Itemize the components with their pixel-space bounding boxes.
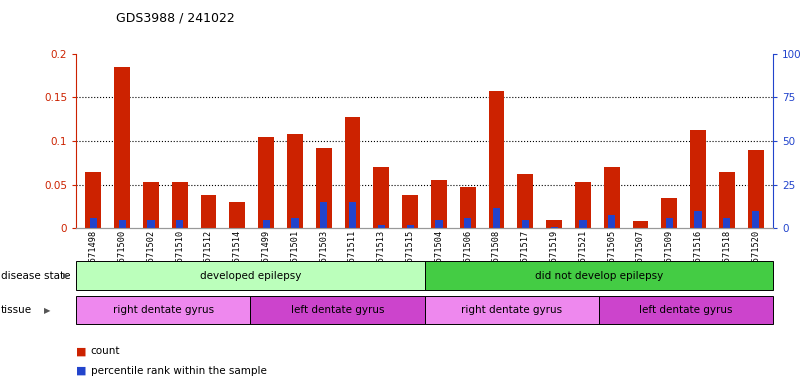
Bar xyxy=(748,150,763,228)
Bar xyxy=(320,202,328,228)
Bar xyxy=(489,91,505,228)
Bar xyxy=(200,195,216,228)
Bar xyxy=(344,117,360,228)
Bar xyxy=(464,218,471,228)
Bar xyxy=(666,218,673,228)
Bar xyxy=(723,218,731,228)
Text: disease state: disease state xyxy=(1,270,70,281)
Bar xyxy=(143,182,159,228)
Bar xyxy=(258,137,274,228)
Text: ▶: ▶ xyxy=(62,271,69,280)
Bar xyxy=(229,202,245,228)
Text: left dentate gyrus: left dentate gyrus xyxy=(291,305,384,315)
Bar xyxy=(292,218,299,228)
Bar xyxy=(407,225,414,228)
Bar xyxy=(287,134,303,228)
Text: did not develop epilepsy: did not develop epilepsy xyxy=(534,270,663,281)
Bar xyxy=(373,167,389,228)
Text: count: count xyxy=(91,346,120,356)
Text: right dentate gyrus: right dentate gyrus xyxy=(113,305,214,315)
Bar xyxy=(662,198,677,228)
Text: left dentate gyrus: left dentate gyrus xyxy=(639,305,733,315)
Text: GDS3988 / 241022: GDS3988 / 241022 xyxy=(116,12,235,25)
Bar xyxy=(579,220,586,228)
Text: ▶: ▶ xyxy=(44,306,50,314)
Bar xyxy=(90,218,97,228)
Bar xyxy=(115,67,130,228)
Bar xyxy=(633,222,649,228)
Text: percentile rank within the sample: percentile rank within the sample xyxy=(91,366,267,376)
Bar xyxy=(147,220,155,228)
Text: tissue: tissue xyxy=(1,305,32,315)
Bar xyxy=(575,182,591,228)
Bar xyxy=(176,220,183,228)
Bar xyxy=(719,172,735,228)
Bar xyxy=(690,130,706,228)
Bar xyxy=(316,148,332,228)
Text: ■: ■ xyxy=(76,366,87,376)
Bar xyxy=(517,174,533,228)
Bar xyxy=(349,202,356,228)
Bar xyxy=(694,211,702,228)
Bar xyxy=(435,220,442,228)
Bar xyxy=(752,211,759,228)
Text: ■: ■ xyxy=(76,346,87,356)
Bar xyxy=(86,172,101,228)
Bar xyxy=(521,220,529,228)
Text: developed epilepsy: developed epilepsy xyxy=(199,270,301,281)
Bar xyxy=(460,187,476,228)
Bar xyxy=(402,195,418,228)
Bar xyxy=(608,215,615,228)
Bar xyxy=(493,207,500,228)
Bar xyxy=(550,227,557,228)
Bar xyxy=(378,225,385,228)
Bar xyxy=(604,167,620,228)
Bar xyxy=(119,220,126,228)
Bar xyxy=(431,180,447,228)
Bar xyxy=(546,220,562,228)
Text: right dentate gyrus: right dentate gyrus xyxy=(461,305,562,315)
Bar xyxy=(172,182,187,228)
Bar xyxy=(263,220,270,228)
